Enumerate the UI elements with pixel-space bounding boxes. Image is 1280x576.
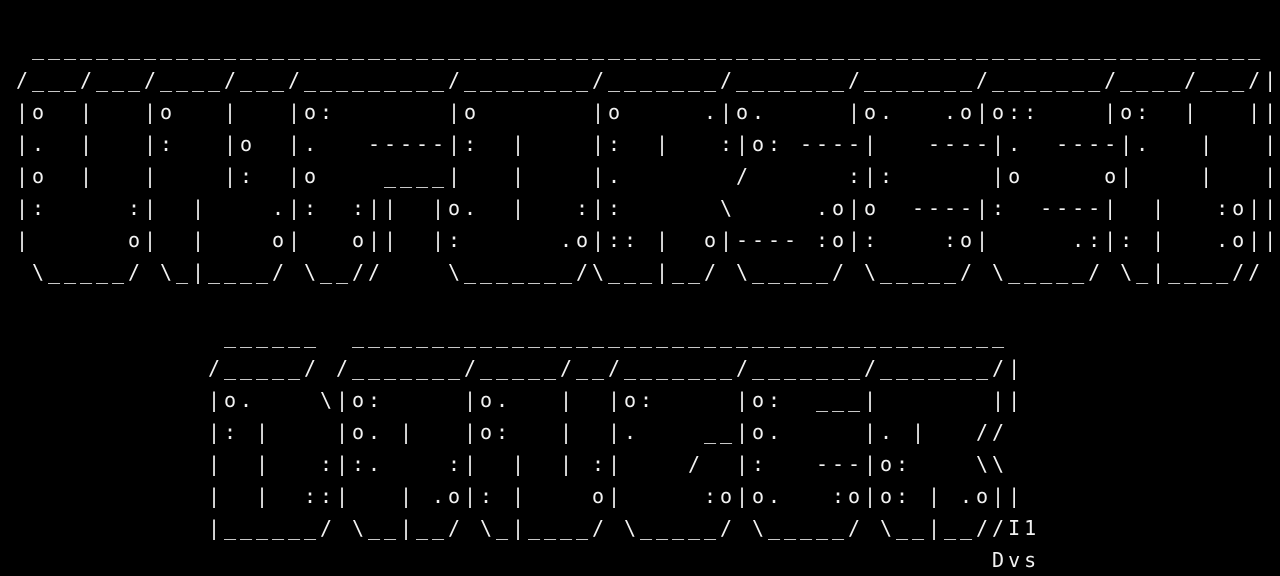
ascii-art-line: |______/ \__|__/ \_|____/ \_____/ \_____… [0, 516, 1041, 540]
ascii-art-line: | | :|:. :| | | :| / |: ---|o: \\ [0, 452, 1009, 476]
ascii-art-line: |o | | |: |o ____| | |. / :|: |o o| | || [0, 164, 1280, 188]
ascii-art-line: | o| | o| o|| |: .o|:: | o|---- :o|: :o|… [0, 228, 1280, 252]
ascii-art-line: |o | |o | |o: |o |o .|o. |o. .o|o:: |o: … [0, 100, 1280, 124]
terminal-cursor-line: Dvs [0, 548, 1041, 572]
ascii-art-line: /___/___/____/___/_________/________/___… [0, 68, 1280, 92]
ascii-art-line: ________________________________________… [0, 36, 1265, 60]
ascii-art-line: |. | |: |o |. -----|: | |: | :|o: ----| … [0, 132, 1280, 156]
ascii-art-line: /_____/ /_______/_____/__/_______/______… [0, 356, 1025, 380]
ascii-art-line: |o. \|o: |o. | |o: |o: ___| || [0, 388, 1025, 412]
ascii-art-line: ______ _________________________________… [0, 324, 1009, 348]
ascii-art-line: |: :| | .|: :|| |o. | :|: \ .o|o ----|: … [0, 196, 1280, 220]
terminal-line [0, 288, 1280, 320]
ascii-art-line: | | ::| | .o|: | o| :o|o. :o|o: | .o|| [0, 484, 1025, 508]
ascii-art-line: |: | |o. | |o: | |. __|o. |. | // [0, 420, 1009, 444]
ascii-art-line: \_____/ \_|____/ \__// \_______/\___|__/… [0, 260, 1280, 284]
terminal-line [0, 0, 1280, 32]
